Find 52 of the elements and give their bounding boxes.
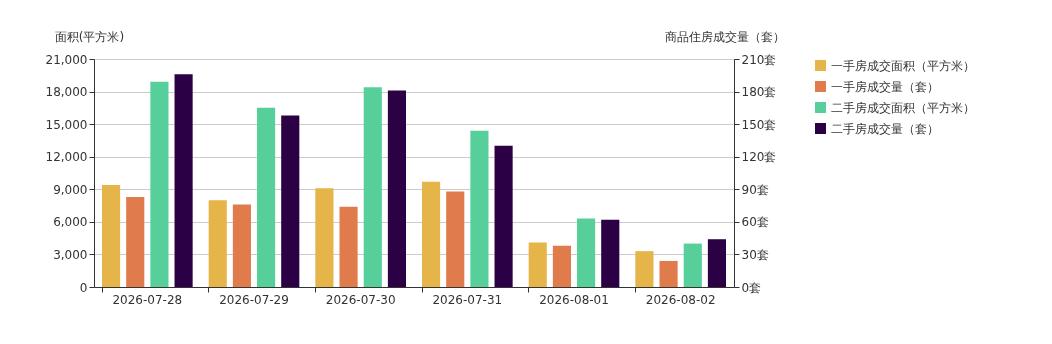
x-tick-label: 2026-08-02	[645, 292, 716, 307]
bar	[659, 260, 678, 287]
bar	[601, 219, 620, 287]
bar	[363, 87, 382, 287]
y-tick-label: 6,000	[53, 215, 88, 230]
x-tick-label: 2026-08-01	[539, 292, 609, 307]
bar	[339, 206, 358, 287]
bar	[707, 239, 726, 287]
y2-tick-label: 180套	[741, 85, 777, 100]
bar	[577, 218, 596, 287]
y2-tick-label: 120套	[741, 150, 777, 165]
bar	[315, 188, 334, 287]
bar	[422, 181, 441, 287]
x-tick-label: 2026-07-28	[112, 292, 183, 307]
y-tick-label: 18,000	[45, 85, 88, 100]
bar	[683, 243, 702, 287]
y2-tick-label: 210套	[741, 52, 777, 67]
bar	[552, 245, 571, 287]
y2-tick-label: 0套	[741, 280, 762, 295]
x-tick-label: 2026-07-30	[325, 292, 396, 307]
y-tick-label: 15,000	[45, 117, 88, 132]
y-tick-label: 3,000	[53, 247, 88, 262]
y-tick-label: 9,000	[53, 182, 88, 197]
bar	[470, 130, 489, 287]
legend-label: 一手房成交面积（平方米）	[831, 58, 975, 73]
bar	[208, 200, 227, 287]
y2-tick-label: 60套	[741, 215, 769, 230]
y2-axis-title: 商品住房成交量（套）	[664, 29, 785, 44]
y-axis-title: 面积(平方米)	[54, 29, 125, 44]
bar	[126, 196, 145, 287]
bar	[232, 204, 251, 287]
legend-label: 二手房成交量（套）	[831, 121, 939, 136]
legend-label: 一手房成交量（套）	[831, 79, 939, 94]
bar	[150, 81, 169, 287]
bar	[446, 191, 465, 287]
y-tick-label: 0	[79, 280, 88, 295]
x-tick-label: 2026-07-31	[432, 292, 503, 307]
bar	[528, 242, 547, 287]
bar	[102, 184, 121, 287]
bar	[494, 145, 513, 287]
y-tick-label: 12,000	[45, 150, 88, 165]
bar	[635, 251, 654, 287]
y2-tick-label: 90套	[741, 182, 769, 197]
legend-label: 二手房成交面积（平方米）	[831, 100, 975, 115]
y2-tick-label: 30套	[741, 247, 769, 262]
bar	[257, 107, 276, 287]
x-tick-label: 2026-07-29	[219, 292, 289, 307]
bar	[281, 115, 300, 287]
bar	[387, 90, 406, 287]
y2-tick-label: 150套	[741, 117, 777, 132]
bar	[174, 74, 193, 287]
y-tick-label: 21,000	[45, 52, 88, 67]
